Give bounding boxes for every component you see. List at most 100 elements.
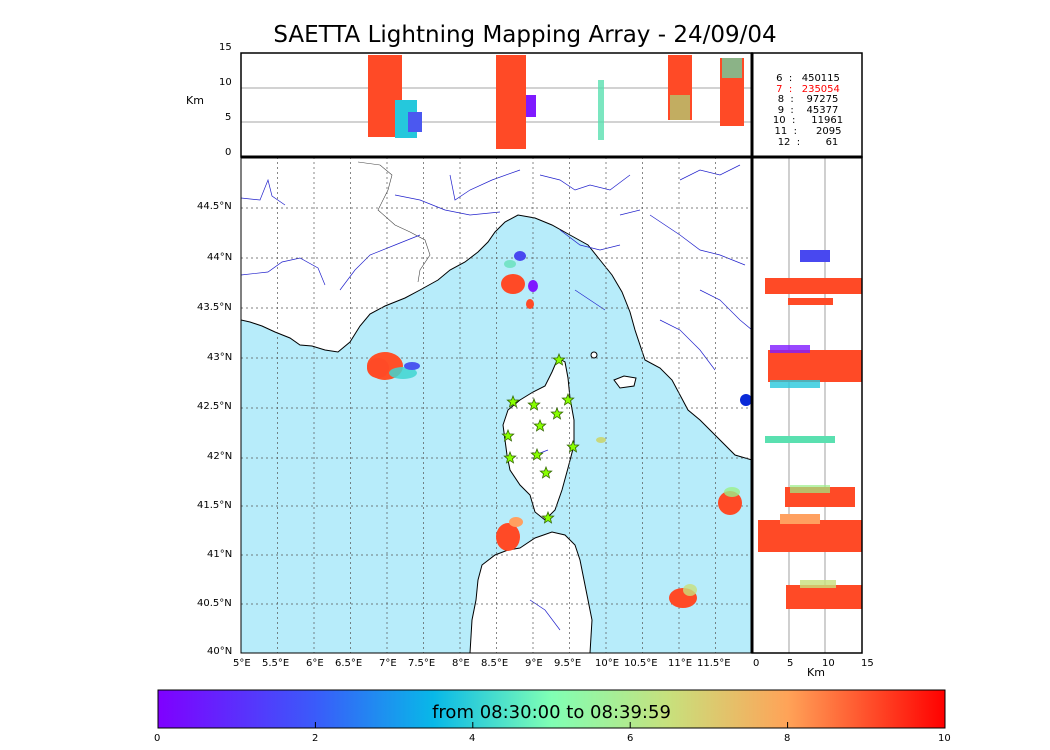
- stat-row: 11 : 2095: [774, 125, 842, 137]
- colorbar-tick: 0: [154, 733, 161, 744]
- lon-tick: 9°E: [525, 658, 543, 669]
- stations: [501, 352, 580, 524]
- lon-tick: 9.5°E: [554, 658, 582, 669]
- star-icon: [552, 352, 566, 366]
- lightning-column: [408, 112, 422, 132]
- lightning-column: [598, 80, 604, 140]
- lightning-cluster: [528, 280, 538, 292]
- lat-tick: 40°N: [207, 646, 233, 657]
- border: [357, 161, 381, 166]
- lightning-cluster: [501, 274, 525, 294]
- colorbar-ticks: [314, 722, 789, 728]
- lightning-cluster: [740, 394, 752, 406]
- lon-tick: 10.5°E: [624, 658, 658, 669]
- stat-row: 8 : 97275: [777, 94, 839, 106]
- stat-row: 6 : 450115: [776, 73, 840, 84]
- lightning-cluster: [596, 437, 606, 443]
- lightning-band: [800, 250, 830, 262]
- map-panel: [241, 157, 752, 653]
- lon-tick: 6.5°E: [335, 658, 363, 669]
- side-xtick: 0: [753, 658, 760, 669]
- lightning-band: [765, 436, 835, 443]
- figure-title: SAETTA Lightning Mapping Array - 24/09/0…: [273, 22, 777, 48]
- altitude-panel: [240, 52, 753, 158]
- lat-tick: 43°N: [207, 352, 233, 363]
- lightning-band: [758, 520, 862, 552]
- colorbar-tick: 4: [469, 733, 476, 744]
- lat-tick: 44.5°N: [197, 201, 232, 212]
- colorbar-tick: 10: [938, 733, 951, 744]
- colorbar-label: from 08:30:00 to 08:39:59: [432, 702, 671, 723]
- lon-tick: 11°E: [668, 658, 693, 669]
- lon-tick: 5°E: [233, 658, 251, 669]
- side-altitude-panel: [751, 156, 863, 654]
- stat-row: 10 : 11961: [772, 115, 844, 127]
- stat-row: 9 : 45377: [777, 104, 839, 116]
- lightning-clusters-map: [367, 251, 752, 608]
- lightning-cluster: [389, 367, 417, 379]
- lightning-cluster: [509, 517, 523, 527]
- lightning-band: [768, 350, 862, 382]
- star-icon: [530, 447, 544, 461]
- lightning-column: [526, 95, 536, 117]
- lat-tick: 41.5°N: [197, 500, 232, 511]
- lat-tick: 40.5°N: [197, 598, 232, 609]
- lat-tick: 44°N: [207, 252, 233, 263]
- lightning-band: [780, 514, 820, 524]
- star-icon: [533, 418, 547, 432]
- stat-row: 7 : 235054: [776, 83, 840, 95]
- lon-tick: 10°E: [595, 658, 620, 669]
- lightning-cluster: [718, 491, 742, 515]
- lightning-band: [765, 278, 862, 294]
- lightning-cluster: [496, 523, 520, 551]
- star-icon: [561, 392, 575, 406]
- rivers: [241, 164, 752, 631]
- graticule: [241, 157, 752, 653]
- alt-ytick: 10: [219, 77, 232, 88]
- lat-tick: 43.5°N: [197, 302, 232, 313]
- border: [377, 164, 431, 283]
- lightning-cluster: [514, 251, 526, 261]
- lightning-cluster: [526, 299, 534, 309]
- colorbar: [157, 689, 946, 729]
- lon-tick: 8.5°E: [481, 658, 509, 669]
- lightning-cluster: [683, 584, 697, 596]
- land-mainland: [241, 157, 752, 461]
- lightning-cluster: [367, 358, 389, 378]
- alt-ytick: 0: [225, 147, 232, 158]
- lightning-band: [770, 380, 820, 388]
- lightning-band: [786, 585, 862, 609]
- lon-tick: 11.5°E: [697, 658, 731, 669]
- lat-tick: 42°N: [207, 451, 233, 462]
- lightning-band: [790, 485, 830, 493]
- side-xtick: 10: [822, 658, 835, 669]
- lon-tick: 8°E: [452, 658, 470, 669]
- station-stats: 6 : 450115 7 : 235054 8 : 97275 9 : 4537…: [756, 73, 860, 148]
- alt-ytick: 15: [219, 42, 232, 53]
- lat-tick: 42.5°N: [197, 401, 232, 412]
- lat-tick: 41°N: [207, 549, 233, 560]
- lightning-cluster: [404, 362, 420, 370]
- star-icon: [566, 439, 580, 453]
- lightning-band: [788, 298, 833, 305]
- lightning-band: [770, 345, 810, 353]
- lightning-column: [722, 58, 742, 78]
- lon-tick: 6°E: [306, 658, 324, 669]
- alt-ytick: 5: [225, 112, 232, 123]
- land-capraia: [590, 351, 598, 359]
- alt-ylabel: Km: [186, 94, 204, 107]
- colorbar-tick: 6: [627, 733, 634, 744]
- side-xlabel: Km: [807, 666, 825, 679]
- lightning-cluster: [504, 260, 516, 268]
- side-xtick: 5: [787, 658, 794, 669]
- star-icon: [501, 428, 515, 442]
- star-icon: [550, 406, 564, 420]
- land-sardinia: [469, 531, 593, 653]
- colorbar-tick: 2: [312, 733, 319, 744]
- lightning-column: [670, 95, 690, 120]
- lon-tick: 5.5°E: [262, 658, 290, 669]
- colorbar-tick: 8: [784, 733, 791, 744]
- star-icon: [506, 394, 520, 408]
- stat-row: 12 : 61: [777, 136, 839, 148]
- lightning-column: [496, 55, 526, 149]
